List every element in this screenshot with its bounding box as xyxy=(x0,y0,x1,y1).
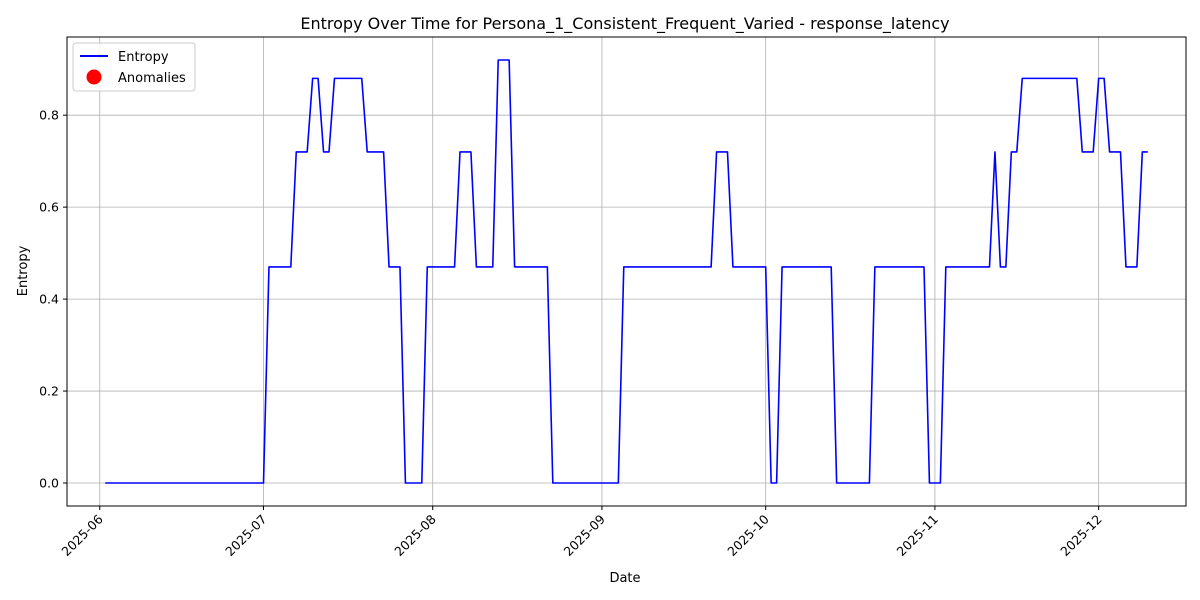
y-tick-label: 0.0 xyxy=(39,476,59,491)
y-axis-label: Entropy xyxy=(16,245,31,296)
series-layer xyxy=(105,59,1148,484)
y-tick-label: 0.8 xyxy=(39,108,59,123)
x-axis-label: Date xyxy=(609,571,640,586)
legend: Entropy Anomalies xyxy=(72,42,196,92)
plot-frame xyxy=(66,36,1187,507)
y-axis-ticks: 0.0 0.2 0.4 0.6 0.8 xyxy=(39,108,67,491)
legend-anomalies-swatch xyxy=(86,69,102,85)
legend-anomalies-label: Anomalies xyxy=(118,71,186,86)
y-tick-label: 0.2 xyxy=(39,384,59,399)
legend-entropy-label: Entropy xyxy=(118,50,169,65)
y-tick-label: 0.4 xyxy=(39,292,59,307)
entropy-line xyxy=(105,59,1148,484)
chart-title: Entropy Over Time for Persona_1_Consiste… xyxy=(300,14,949,34)
y-tick-label: 0.6 xyxy=(39,200,59,215)
